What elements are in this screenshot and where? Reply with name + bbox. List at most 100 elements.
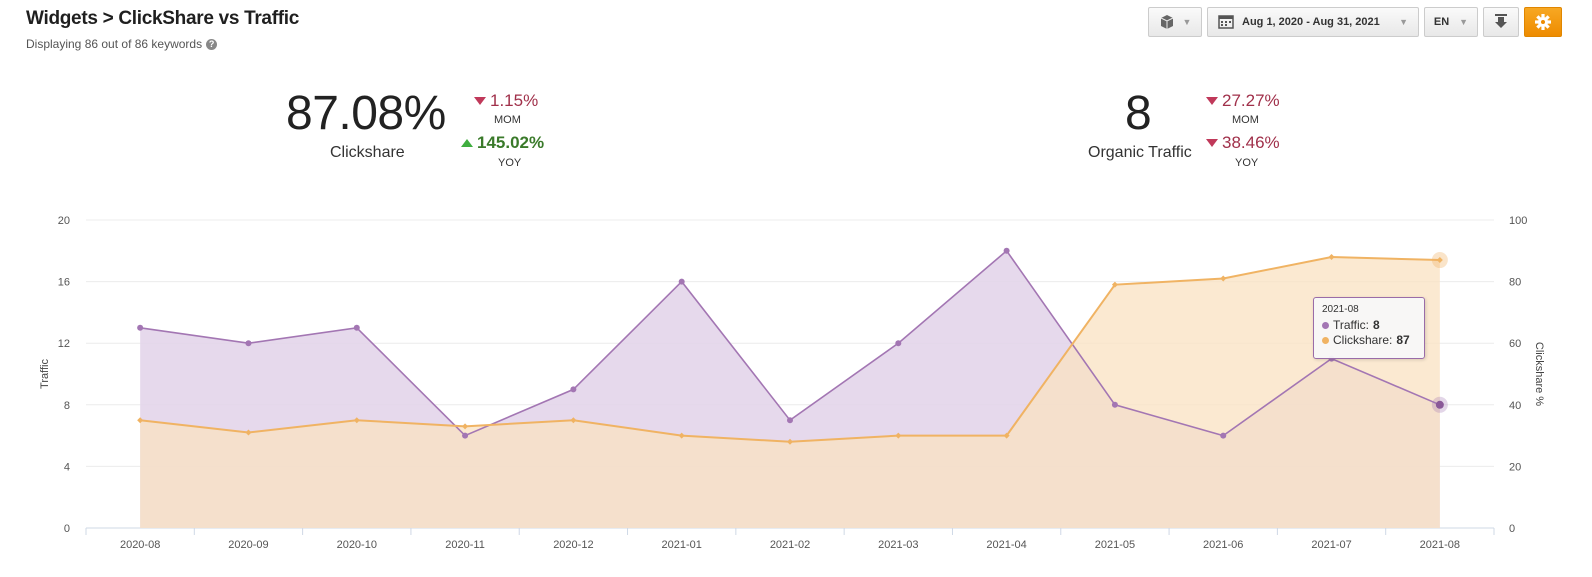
traffic-point [895, 340, 902, 347]
language-label: EN [1433, 16, 1450, 28]
clickshare-point [787, 438, 793, 445]
x-tick-label: 2020-11 [445, 539, 485, 551]
x-tick-label: 2021-05 [1095, 539, 1135, 551]
gear-icon [1535, 14, 1551, 30]
tooltip-date: 2021-08 [1322, 304, 1359, 315]
y-right-tick-label: 60 [1509, 338, 1521, 350]
clickshare-point [1003, 432, 1010, 439]
x-tick-label: 2021-03 [878, 539, 918, 551]
tooltip-traffic-value: 8 [1373, 318, 1380, 332]
clickshare-point [1328, 253, 1335, 260]
traffic-legend-dot [1322, 322, 1329, 329]
clickshare-area [140, 256, 1440, 528]
traffic-point [353, 324, 360, 331]
clickshare-point [137, 417, 144, 424]
x-tick-label: 2021-07 [1311, 539, 1351, 551]
traffic-point [1435, 400, 1444, 409]
y-tick-label: 4 [64, 461, 70, 473]
settings-button[interactable] [1524, 7, 1562, 37]
clickshare-yoy-label: YOY [498, 157, 522, 169]
toolbar: ▼ Aug 1, 2020 - Aug 31, 2021 ▼ EN ▼ [1148, 7, 1562, 37]
calendar-icon [1218, 15, 1234, 29]
x-tick-label: 2021-06 [1203, 539, 1243, 551]
clickshare-value: 87.08% [286, 87, 446, 140]
traffic-point [245, 340, 252, 347]
y-right-tick-label: 20 [1509, 461, 1521, 473]
traffic-mom-value: 27.27% [1222, 91, 1280, 110]
clickshare-point [895, 432, 902, 439]
keywords-count-text: Displaying 86 out of 86 keywords [26, 37, 203, 51]
download-button[interactable] [1483, 7, 1519, 37]
clickshare-point [1111, 281, 1118, 288]
traffic-point [787, 417, 793, 424]
y-right-axis-title: Clickshare % [1533, 342, 1545, 406]
traffic-point [1003, 247, 1010, 254]
x-tick-label: 2020-08 [120, 539, 160, 551]
up-arrow-icon [461, 139, 473, 147]
date-range-label: Aug 1, 2020 - Aug 31, 2021 [1242, 16, 1380, 28]
down-arrow-icon [1206, 97, 1218, 105]
tooltip-clickshare-label: Clickshare: [1333, 333, 1393, 347]
down-arrow-icon [1206, 139, 1218, 147]
traffic-yoy-label: YOY [1235, 157, 1259, 169]
y-tick-label: 12 [58, 338, 70, 350]
tooltip-traffic-label: Traffic: [1333, 318, 1370, 332]
clickshare-mom-value: 1.15% [490, 91, 539, 110]
clickshare-yoy-value: 145.02% [477, 133, 545, 152]
traffic-yoy-delta: 38.46% [1206, 133, 1280, 153]
y-right-tick-label: 80 [1509, 277, 1521, 289]
clickshare-point [245, 429, 252, 436]
device-dropdown[interactable]: ▼ [1148, 7, 1202, 37]
clickshare-yoy-delta: 145.02% [461, 133, 544, 153]
y-axis-title: Traffic [39, 359, 51, 389]
y-tick-label: 20 [58, 215, 70, 227]
clickshare-point [353, 417, 360, 424]
y-right-tick-label: 0 [1509, 523, 1515, 535]
x-tick-label: 2020-10 [337, 539, 377, 551]
cube-icon [1160, 15, 1173, 29]
traffic-point [462, 432, 469, 439]
clickshare-legend-dot [1322, 337, 1329, 344]
chevron-down-icon: ▼ [1459, 17, 1469, 27]
traffic-point [678, 278, 685, 285]
traffic-point [1220, 432, 1227, 439]
down-arrow-icon [474, 97, 486, 105]
tooltip-clickshare-row: Clickshare: 87 [1322, 333, 1416, 348]
y-tick-label: 16 [58, 277, 70, 289]
x-tick-label: 2021-02 [770, 539, 810, 551]
y-tick-label: 0 [64, 523, 70, 535]
language-dropdown[interactable]: EN ▼ [1424, 7, 1478, 37]
traffic-mom-label: MOM [1232, 114, 1259, 126]
download-icon [1495, 14, 1507, 28]
clickshare-label: Clickshare [330, 144, 405, 161]
tooltip-clickshare-value: 87 [1396, 333, 1410, 347]
x-tick-label: 2020-09 [228, 539, 268, 551]
chevron-down-icon: ▼ [1399, 17, 1408, 27]
traffic-label: Organic Traffic [1088, 144, 1192, 161]
traffic-yoy-value: 38.46% [1222, 133, 1280, 152]
clickshare-point [1220, 275, 1227, 282]
clickshare-mom-label: MOM [494, 114, 521, 126]
chart-tooltip: 2021-08 Traffic: 8 Clickshare: 87 [1313, 297, 1425, 359]
x-tick-label: 2020-12 [553, 539, 593, 551]
y-tick-label: 8 [64, 400, 70, 412]
clickshare-point [1436, 257, 1443, 264]
keywords-count: Displaying 86 out of 86 keywords ? [26, 37, 218, 51]
date-range-picker[interactable]: Aug 1, 2020 - Aug 31, 2021 ▼ [1207, 7, 1419, 37]
page-title: Widgets > ClickShare vs Traffic [26, 8, 300, 29]
clickshare-mom-delta: 1.15% [474, 91, 538, 111]
traffic-point [137, 324, 144, 331]
clickshare-point [678, 432, 685, 439]
y-right-tick-label: 100 [1509, 215, 1527, 227]
traffic-value: 8 [1125, 87, 1152, 140]
traffic-mom-delta: 27.27% [1206, 91, 1280, 111]
x-tick-label: 2021-01 [662, 539, 702, 551]
help-icon[interactable]: ? [206, 38, 218, 50]
clickshare-point [462, 423, 469, 430]
clickshare-point [570, 417, 577, 424]
y-right-tick-label: 40 [1509, 400, 1521, 412]
traffic-point [570, 386, 577, 393]
x-tick-label: 2021-04 [986, 539, 1026, 551]
chevron-down-icon: ▼ [1182, 17, 1192, 27]
